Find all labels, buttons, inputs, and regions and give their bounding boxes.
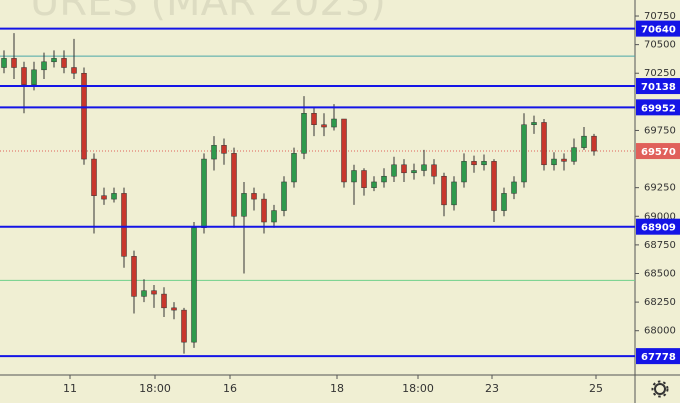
candle-body — [431, 164, 437, 177]
candle-body — [361, 170, 367, 188]
y-tick-label: 70250 — [644, 68, 676, 79]
candle-body — [291, 153, 297, 183]
candle-body — [371, 181, 377, 188]
x-tick-label: 18:00 — [139, 382, 171, 395]
candle-body — [21, 67, 27, 85]
candle-body — [391, 164, 397, 177]
candle-body — [531, 122, 537, 125]
candle-body — [341, 118, 347, 183]
gear-teeth[interactable] — [651, 380, 669, 398]
plot-background — [0, 0, 635, 375]
candle-body — [451, 181, 457, 206]
candle-body — [321, 124, 327, 128]
candle-body — [261, 198, 267, 223]
level-label-box — [636, 348, 680, 365]
candle-body — [461, 161, 467, 183]
y-tick-label: 69750 — [644, 125, 676, 136]
level-label: 68909 — [641, 223, 676, 234]
y-axis-background — [635, 0, 680, 403]
candle-body — [181, 309, 187, 343]
candle-body — [201, 158, 207, 228]
y-tick-label: 68250 — [644, 297, 676, 308]
level-label: 69952 — [641, 103, 676, 114]
candle-body — [491, 161, 497, 211]
x-tick-label: 23 — [485, 382, 499, 395]
y-tick-label: 68000 — [644, 326, 676, 337]
y-tick-label: 70750 — [644, 11, 676, 22]
candle-body — [111, 193, 117, 200]
candle-body — [141, 290, 147, 297]
level-label-box — [636, 78, 680, 95]
y-tick-label: 69000 — [644, 211, 676, 222]
candle-body — [581, 135, 587, 148]
x-tick-label: 25 — [589, 382, 603, 395]
x-tick-label: 18 — [330, 382, 344, 395]
candle-body — [161, 293, 167, 309]
candle-body — [251, 193, 257, 200]
candle-body — [551, 158, 557, 166]
candle-body — [571, 147, 577, 162]
y-tick-label: 68500 — [644, 268, 676, 279]
candle-body — [211, 145, 217, 160]
candle-body — [381, 175, 387, 183]
gear[interactable] — [654, 383, 666, 395]
candle-body — [51, 58, 57, 63]
candle-body — [541, 122, 547, 166]
candle-body — [151, 290, 157, 295]
last-price-label: 69570 — [641, 147, 676, 158]
level-label: 67778 — [641, 352, 676, 363]
candle-body — [71, 67, 77, 74]
candle-body — [411, 170, 417, 174]
candle-body — [191, 227, 197, 343]
candle-body — [401, 164, 407, 174]
candle-body — [41, 61, 47, 71]
candle-body — [591, 135, 597, 152]
candle-body — [81, 72, 87, 160]
settings-icon[interactable] — [651, 380, 669, 398]
candle-body — [441, 175, 447, 206]
candle-body — [351, 170, 357, 183]
level-label-box — [636, 99, 680, 116]
x-tick-label: 11 — [63, 382, 77, 395]
candle-body — [171, 307, 177, 311]
x-tick-label: 16 — [223, 382, 237, 395]
candle-body — [311, 113, 317, 125]
candle-body — [241, 193, 247, 217]
watermark: URES (MAR 2023) — [30, 0, 386, 25]
candle-body — [271, 210, 277, 223]
level-label-box — [636, 20, 680, 37]
level-label: 70640 — [641, 25, 676, 36]
candle-body — [561, 158, 567, 162]
candle-body — [421, 164, 427, 171]
candle-body — [481, 161, 487, 166]
candle-body — [61, 58, 67, 68]
level-label: 70138 — [641, 82, 676, 93]
candle-body — [121, 193, 127, 257]
candle-body — [221, 145, 227, 154]
candle-body — [91, 158, 97, 196]
candle-body — [131, 256, 137, 297]
candle-body — [521, 124, 527, 183]
candle-body — [231, 153, 237, 217]
candle-body — [101, 195, 107, 200]
x-axis-background — [0, 375, 635, 403]
y-tick-label: 68750 — [644, 240, 676, 251]
level-label-box — [636, 218, 680, 235]
candle-body — [471, 161, 477, 166]
candle-body — [11, 58, 17, 68]
candle-body — [31, 69, 37, 85]
y-tick-label: 70500 — [644, 40, 676, 51]
candle-body — [511, 181, 517, 194]
candle-body — [1, 58, 7, 68]
last-price-box — [636, 143, 680, 160]
candle-body — [281, 181, 287, 211]
candle-body — [501, 193, 507, 211]
candle-body — [331, 118, 337, 128]
x-tick-label: 18:00 — [402, 382, 434, 395]
y-tick-label: 69250 — [644, 183, 676, 194]
candle-body — [301, 113, 307, 154]
